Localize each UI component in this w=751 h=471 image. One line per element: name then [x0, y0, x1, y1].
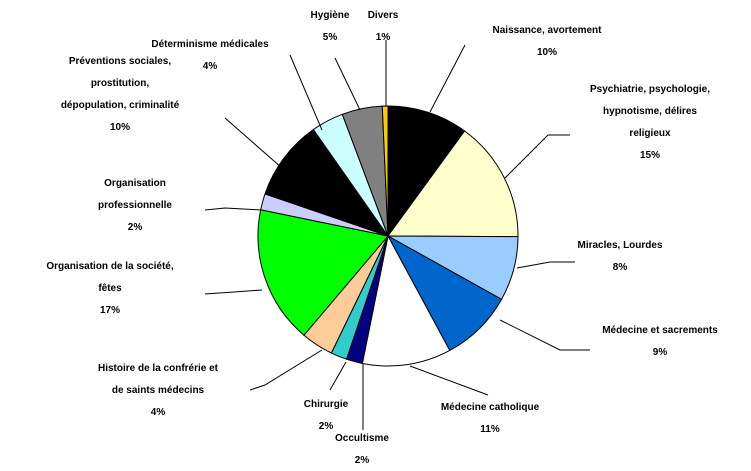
- slice-label-14: Divers 1%: [368, 10, 399, 43]
- slice-label-2: Psychiatrie, psychologie, hypnotisme, dél…: [590, 84, 710, 161]
- leader-line-2: [505, 135, 570, 178]
- leader-line-9: [205, 290, 262, 294]
- leader-line-3: [517, 262, 575, 268]
- slice-label-line: Miracles, Lourdes: [577, 240, 662, 251]
- slice-label-1: Naissance, avortement 10%: [493, 25, 603, 58]
- slice-percent: 4%: [151, 407, 166, 418]
- slice-label-line: dépopulation, criminalité: [61, 100, 180, 111]
- leader-line-4: [500, 320, 590, 350]
- slice-label-line: Organisation de la société,: [46, 261, 173, 272]
- slice-label-line: professionnelle: [98, 200, 172, 211]
- leader-line-12: [290, 55, 322, 130]
- slice-label-4: Médecine et sacrements 9%: [602, 325, 718, 358]
- slice-percent: 10%: [110, 122, 130, 133]
- slice-label-line: prostitution,: [91, 78, 150, 89]
- slice-label-line: Psychiatrie, psychologie,: [590, 84, 710, 95]
- slice-label-9: Organisation de la société, fêtes 17%: [46, 261, 173, 316]
- leader-line-5: [410, 366, 488, 395]
- slice-percent: 15%: [640, 150, 660, 161]
- slice-label-8: Histoire de la confrérie et de saints méd…: [98, 363, 219, 418]
- slice-label-13: Hygiène 5%: [311, 10, 350, 43]
- slice-percent: 5%: [323, 32, 338, 43]
- slice-label-line: Déterminisme médicales: [151, 39, 269, 50]
- slice-label-line: fêtes: [98, 283, 122, 294]
- leader-line-1: [430, 45, 465, 112]
- slice-label-3: Miracles, Lourdes 8%: [577, 240, 662, 273]
- slice-label-line: Histoire de la confrérie et: [98, 363, 219, 374]
- slice-label-11: Préventions sociales, prostitution, dépopu…: [61, 56, 180, 133]
- slice-label-line: Naissance, avortement: [493, 25, 603, 36]
- slice-label-7: Chirurgie 2%: [304, 399, 349, 432]
- leader-line-11: [225, 118, 282, 168]
- slice-percent: 4%: [203, 61, 218, 72]
- slice-percent: 1%: [376, 32, 391, 43]
- slice-label-5: Médecine catholique 11%: [441, 402, 540, 435]
- slice-label-line: Chirurgie: [304, 399, 349, 410]
- slice-percent: 2%: [319, 421, 334, 432]
- slice-label-10: Organisation professionnelle 2%: [98, 178, 172, 233]
- slice-percent: 8%: [613, 262, 628, 273]
- slice-label-line: Organisation: [104, 178, 166, 189]
- slice-percent: 2%: [355, 455, 370, 466]
- slice-label-line: Médecine et sacrements: [602, 325, 718, 336]
- slice-label-6: Occultisme 2%: [335, 433, 389, 466]
- slice-label-line: hypnotisme, délires: [603, 106, 697, 117]
- slice-label-line: de saints médecins: [112, 385, 205, 396]
- leader-line-7: [330, 362, 346, 390]
- slice-label-line: Hygiène: [311, 10, 350, 21]
- slice-percent: 11%: [480, 424, 500, 435]
- leader-line-8: [250, 350, 322, 390]
- slice-percent: 9%: [653, 347, 668, 358]
- pie-slices: [258, 106, 518, 366]
- slice-percent: 2%: [128, 222, 143, 233]
- slice-label-line: Préventions sociales,: [69, 56, 171, 67]
- leader-line-13: [335, 58, 360, 110]
- slice-percent: 17%: [100, 305, 120, 316]
- slice-label-line: Médecine catholique: [441, 402, 540, 413]
- slice-label-line: religieux: [629, 128, 671, 139]
- slice-percent: 10%: [537, 47, 557, 58]
- slice-label-line: Divers: [368, 10, 399, 21]
- slice-label-line: Occultisme: [335, 433, 389, 444]
- leader-line-10: [205, 208, 262, 210]
